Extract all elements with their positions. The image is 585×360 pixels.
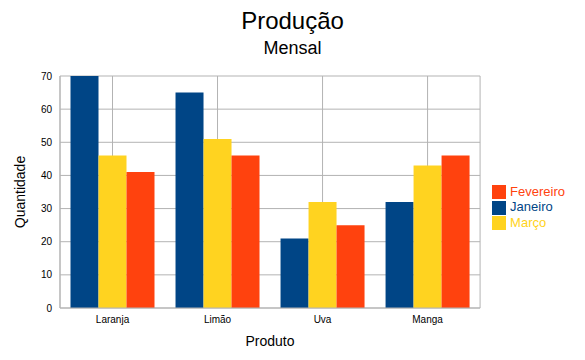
svg-text:20: 20 — [41, 236, 53, 247]
svg-text:Limão: Limão — [204, 314, 232, 325]
svg-text:0: 0 — [46, 303, 52, 314]
svg-text:Quantidade: Quantidade — [12, 156, 28, 229]
svg-text:70: 70 — [41, 71, 53, 82]
html-text:Mensal: Mensal — [263, 38, 322, 58]
html-text:Produção: Produção — [241, 7, 344, 34]
svg-text:30: 30 — [41, 203, 53, 214]
svg-text:10: 10 — [41, 269, 53, 280]
svg-text:Laranja: Laranja — [96, 314, 130, 325]
svg-text:50: 50 — [41, 137, 53, 148]
html-text:Março: Março — [510, 214, 547, 230]
svg-text:40: 40 — [41, 170, 53, 181]
svg-text:60: 60 — [41, 104, 53, 115]
svg-text:Uva: Uva — [314, 314, 332, 325]
svg-text:Manga: Manga — [412, 314, 443, 325]
html-text:Janeiro: Janeiro — [510, 199, 553, 215]
svg-text:Produto: Produto — [246, 333, 295, 349]
html-text:Fevereiro: Fevereiro — [510, 183, 565, 199]
